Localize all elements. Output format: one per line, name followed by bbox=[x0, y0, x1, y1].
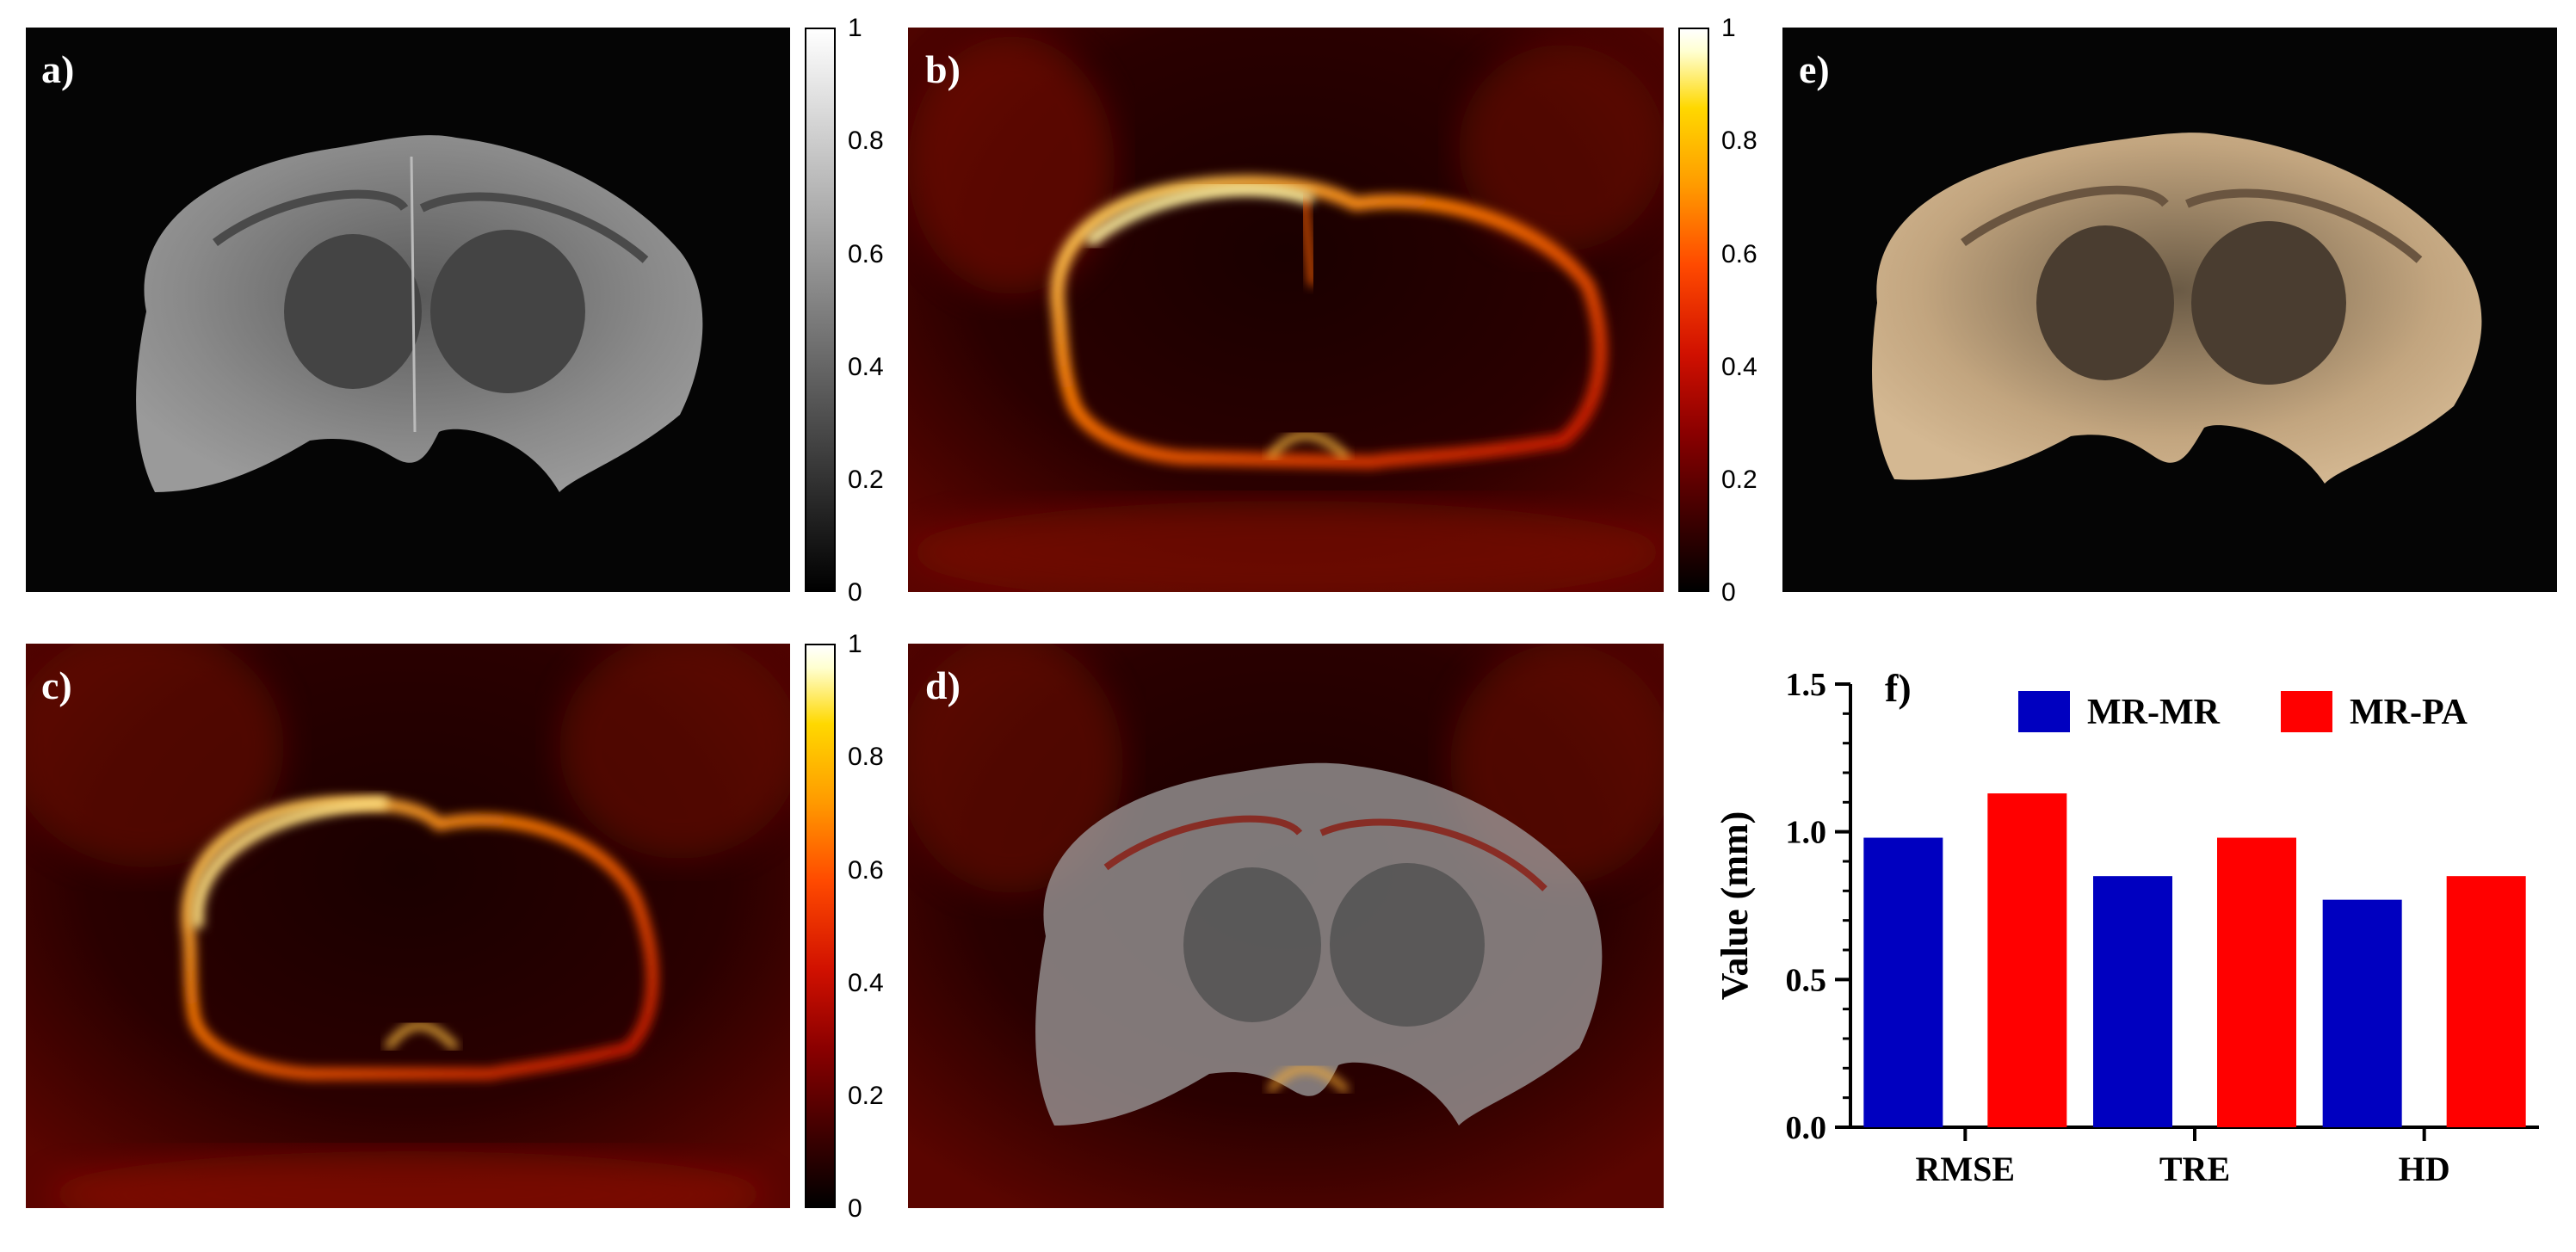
colorbar-b-tick: 0.2 bbox=[1721, 466, 1757, 494]
colorbar-b-tick: 0 bbox=[1721, 578, 1736, 607]
colorbar-b-tick: 0.8 bbox=[1721, 126, 1757, 155]
colorbar-c-tick: 0.4 bbox=[848, 969, 884, 997]
colorbar-a bbox=[805, 28, 836, 592]
colorbar-a-tick: 1 bbox=[848, 14, 862, 42]
y-tick-label: 0.0 bbox=[1786, 1110, 1827, 1146]
colorbar-c-tick: 0.8 bbox=[848, 743, 884, 771]
panel-f-label: f) bbox=[1885, 666, 1912, 710]
panel-f-bar-chart: 0.0 0.5 1.0 1.5 Value (mm) f) RMSE TRE HD MR-MR MR… bbox=[1714, 666, 2539, 1188]
colorbar-c-tick: 1 bbox=[848, 630, 862, 658]
panel-e-histology-image bbox=[1782, 28, 2557, 592]
x-tick-label: HD bbox=[2399, 1150, 2450, 1188]
y-axis-label: Value (mm) bbox=[1714, 811, 1756, 1001]
panel-a-label: a) bbox=[41, 47, 75, 91]
colorbar-c bbox=[805, 644, 836, 1208]
bar-mr-pa-tre bbox=[2217, 837, 2296, 1127]
colorbar-a-tick: 0.8 bbox=[848, 126, 884, 155]
legend-label: MR-MR bbox=[2087, 693, 2221, 732]
chart-axes bbox=[1835, 682, 2539, 1141]
colorbar-a-tick: 0.4 bbox=[848, 353, 884, 381]
panel-e-label: e) bbox=[1799, 47, 1830, 91]
colorbar-a-tick: 0.2 bbox=[848, 466, 884, 494]
y-tick-label: 1.0 bbox=[1786, 815, 1827, 851]
y-tick-label: 0.5 bbox=[1786, 962, 1827, 998]
brain-slice-shape bbox=[1872, 133, 2482, 484]
panel-d-label: d) bbox=[925, 663, 961, 707]
colorbar-c-tick: 0.6 bbox=[848, 856, 884, 885]
panel-d-overlay-image bbox=[908, 644, 1664, 1208]
panel-c-label: c) bbox=[41, 663, 72, 707]
chart-text: 0.0 0.5 1.0 1.5 Value (mm) f) RMSE TRE HD MR-MR MR… bbox=[1714, 666, 2468, 1188]
colorbar-c-tick: 0.2 bbox=[848, 1082, 884, 1110]
bar-mr-pa-rmse bbox=[1987, 793, 2067, 1127]
colorbar-a-tick: 0.6 bbox=[848, 240, 884, 268]
x-tick-label: TRE bbox=[2159, 1150, 2230, 1188]
panel-c-pa-image bbox=[26, 644, 790, 1208]
bar-mr-mr-rmse bbox=[1863, 837, 1943, 1127]
panel-b-pa-image bbox=[908, 28, 1664, 592]
x-tick-label: RMSE bbox=[1916, 1150, 2016, 1188]
legend-swatch-mr-pa bbox=[2281, 691, 2332, 732]
colorbar-a-tick: 0 bbox=[848, 578, 862, 607]
bar-mr-mr-hd bbox=[2322, 899, 2402, 1127]
panel-b-label: b) bbox=[925, 47, 961, 91]
colorbar-c-tick: 0 bbox=[848, 1194, 862, 1223]
legend-swatch-mr-mr bbox=[2018, 691, 2070, 732]
legend-label: MR-PA bbox=[2350, 693, 2468, 732]
colorbar-b-tick: 0.6 bbox=[1721, 240, 1757, 268]
colorbar-b-tick: 1 bbox=[1721, 14, 1736, 42]
bar-mr-mr-tre bbox=[2093, 876, 2172, 1127]
bar-mr-pa-hd bbox=[2446, 876, 2526, 1127]
chart-bars bbox=[1863, 793, 2526, 1127]
colorbar-b bbox=[1678, 28, 1709, 592]
y-tick-label: 1.5 bbox=[1786, 667, 1827, 703]
colorbar-b-tick: 0.4 bbox=[1721, 353, 1757, 381]
panel-a-mr-image bbox=[26, 28, 790, 592]
